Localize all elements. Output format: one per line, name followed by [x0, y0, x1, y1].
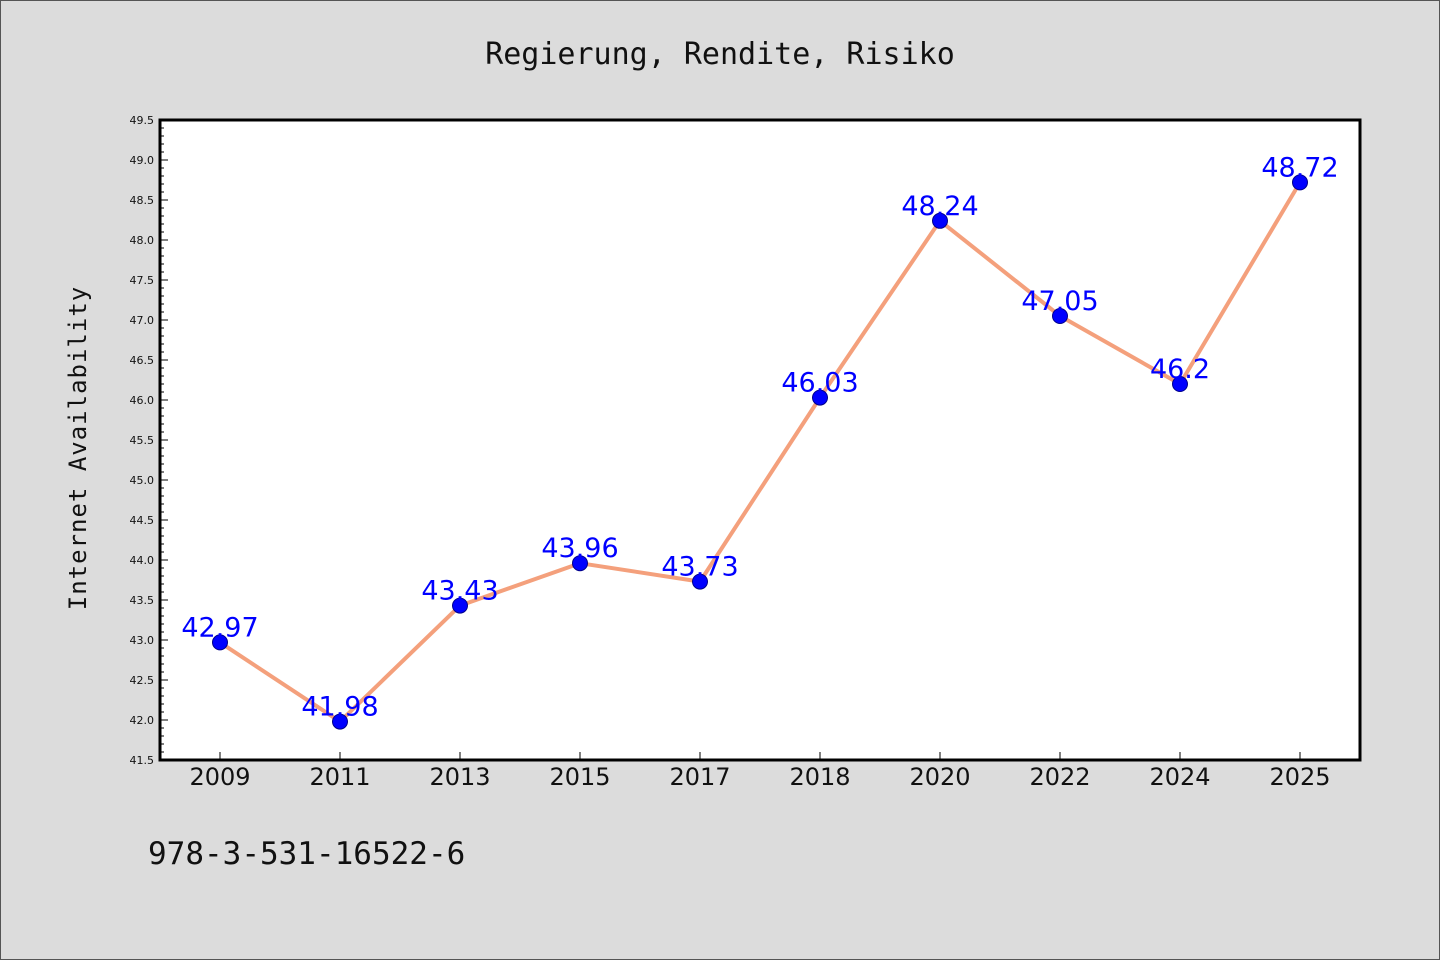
- data-label: 46.2: [1150, 354, 1210, 385]
- data-point: [452, 597, 468, 614]
- data-point: [212, 634, 228, 651]
- x-tick-label: 2020: [909, 763, 970, 791]
- data-point: [692, 573, 708, 590]
- y-tick-label: 48.0: [130, 234, 155, 247]
- x-tick-label: 2025: [1269, 763, 1330, 791]
- data-label: 43.43: [421, 576, 498, 607]
- y-tick-label: 42.0: [130, 714, 155, 727]
- data-label: 41.98: [301, 692, 378, 723]
- y-axis: 41.5 42.0 42.5 43.0 43.5 44.0 44.5 45.0 45.5 46.0…: [130, 114, 168, 767]
- y-tick-label: 45.0: [130, 474, 155, 487]
- y-tick-label: 43.5: [130, 594, 155, 607]
- y-tick-label: 45.5: [130, 434, 155, 447]
- data-point: [932, 212, 948, 229]
- plot-frame: [158, 118, 1362, 762]
- x-tick-label: 2024: [1149, 763, 1210, 791]
- y-tick-label: 44.0: [130, 554, 155, 567]
- data-label: 43.96: [541, 533, 618, 564]
- x-tick-label: 2009: [189, 763, 250, 791]
- data-label: 48.72: [1261, 152, 1338, 183]
- y-tick-label: 49.0: [130, 154, 155, 167]
- data-point: [1292, 174, 1308, 191]
- data-label: 48.24: [901, 191, 978, 222]
- y-tick-label: 46.0: [130, 394, 155, 407]
- series-line: [218, 181, 1302, 724]
- y-tick-label: 46.5: [130, 354, 155, 367]
- series-layer: 42.97 41.98 43.43 43.96 43.73 46.03 48.24 47.05…: [181, 152, 1339, 730]
- y-tick-label: 44.5: [130, 514, 155, 527]
- y-tick-label: 47.0: [130, 314, 155, 327]
- x-tick-label: 2013: [429, 763, 490, 791]
- y-tick-label: 48.5: [130, 194, 155, 207]
- data-point: [572, 555, 588, 572]
- y-tick-label: 42.5: [130, 674, 155, 687]
- y-axis-label: Internet Availability: [64, 286, 92, 610]
- chart-title: Regierung, Rendite, Risiko: [485, 37, 955, 72]
- data-label: 46.03: [781, 368, 858, 399]
- data-point: [812, 389, 828, 406]
- x-tick-label: 2011: [309, 763, 370, 791]
- plot-area: [160, 120, 1360, 760]
- data-point: [1052, 308, 1068, 324]
- data-label: 47.05: [1021, 286, 1098, 317]
- x-tick-label: 2018: [789, 763, 850, 791]
- footer-isbn: 978-3-531-16522-6: [148, 836, 465, 872]
- y-tick-label: 47.5: [130, 274, 155, 287]
- x-tick-label: 2015: [549, 763, 610, 791]
- x-tick-label: 2022: [1029, 763, 1090, 791]
- y-tick-label: 43.0: [130, 634, 155, 647]
- data-point: [1172, 376, 1188, 392]
- y-tick-label: 49.5: [130, 114, 155, 127]
- data-label: 43.73: [661, 552, 738, 583]
- data-point: [332, 713, 348, 730]
- data-label: 42.97: [181, 612, 258, 643]
- x-tick-label: 2017: [669, 763, 730, 791]
- y-tick-label: 41.5: [130, 754, 155, 767]
